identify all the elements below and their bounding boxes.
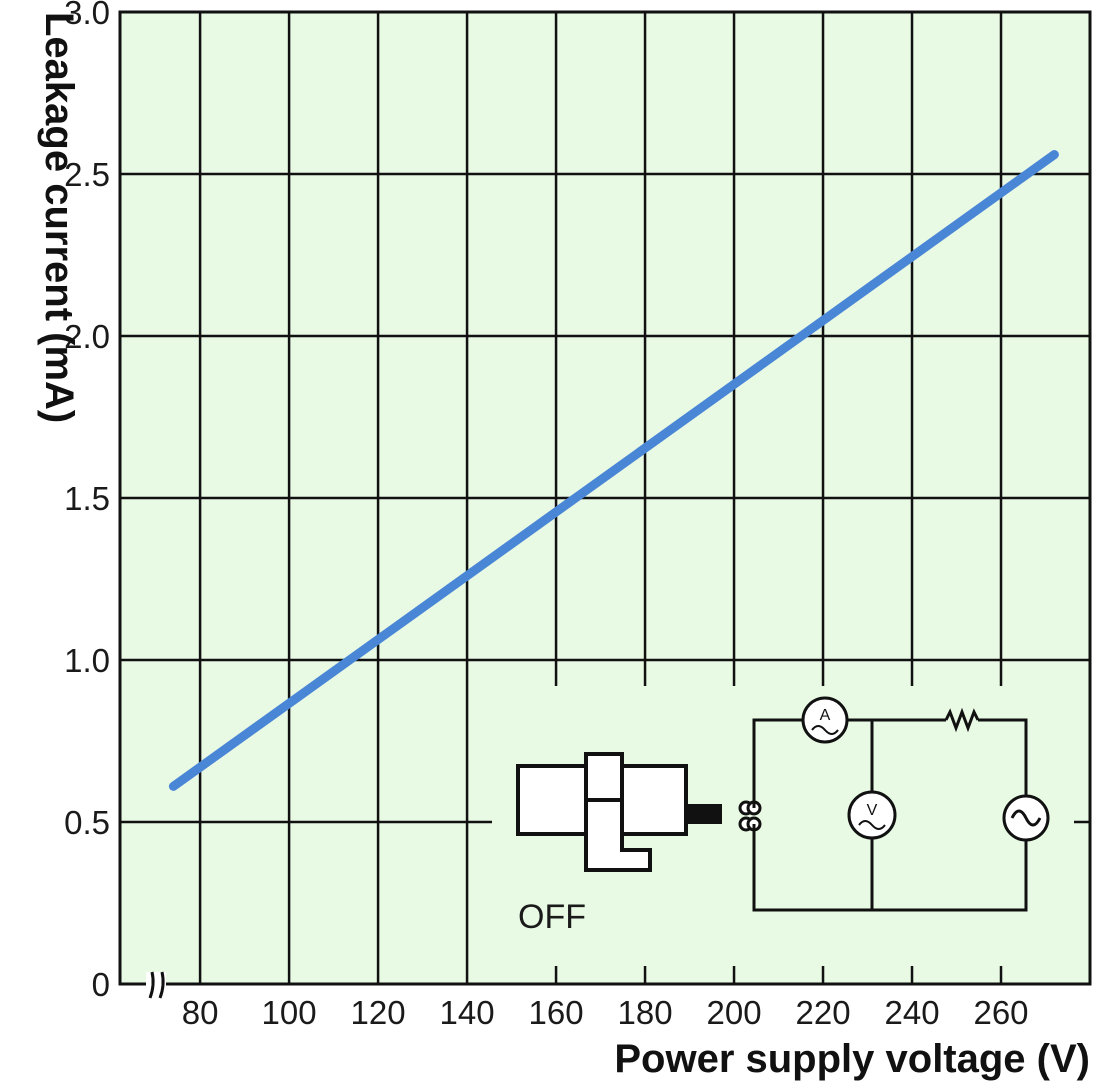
y-tick-label: 2.5	[64, 156, 110, 193]
y-tick-label: 1.5	[64, 480, 110, 517]
plot-frame	[118, 10, 1092, 986]
switch-device-icon	[516, 752, 722, 872]
y-tick-label: 0.5	[64, 804, 110, 841]
x-tick-label: 160	[529, 994, 584, 1031]
x-tick-label: 220	[795, 994, 850, 1031]
x-axis-title: Power supply voltage (V)	[614, 1037, 1090, 1081]
inset-off-label: OFF	[518, 898, 586, 936]
circuit-inset: A V OFF	[492, 686, 1074, 966]
series-line-0	[168, 150, 1059, 791]
y-tick-label: 0	[92, 966, 110, 1003]
x-tick-label: 240	[884, 994, 939, 1031]
x-tick-label: 140	[440, 994, 495, 1031]
svg-text:A: A	[820, 707, 831, 724]
y-tick-label: 1.0	[64, 642, 110, 679]
y-tick-label: 3.0	[64, 0, 110, 31]
x-tick-label: 80	[182, 994, 219, 1031]
svg-text:V: V	[867, 802, 878, 819]
series-group	[168, 150, 1059, 791]
x-tick-labels: 80 100 120 140 160 180 200 220 240 260	[182, 994, 1029, 1031]
x-tick-label: 260	[973, 994, 1028, 1031]
y-axis-title: Leakage current (mA)	[37, 12, 81, 423]
x-tick-label: 100	[262, 994, 317, 1031]
x-tick-label: 200	[707, 994, 762, 1031]
ac-source-icon	[1002, 794, 1050, 842]
x-tick-label: 120	[351, 994, 406, 1031]
ammeter-icon: A	[801, 696, 849, 744]
resistor-icon	[944, 707, 980, 733]
x-tick-label: 180	[618, 994, 673, 1031]
voltmeter-icon: V	[847, 790, 897, 840]
circuit-wires	[752, 718, 1028, 912]
y-tick-labels: 0 0.5 1.0 1.5 2.0 2.5 3.0	[64, 0, 110, 1003]
axis-break-icon	[146, 971, 166, 999]
y-tick-label: 2.0	[64, 318, 110, 355]
